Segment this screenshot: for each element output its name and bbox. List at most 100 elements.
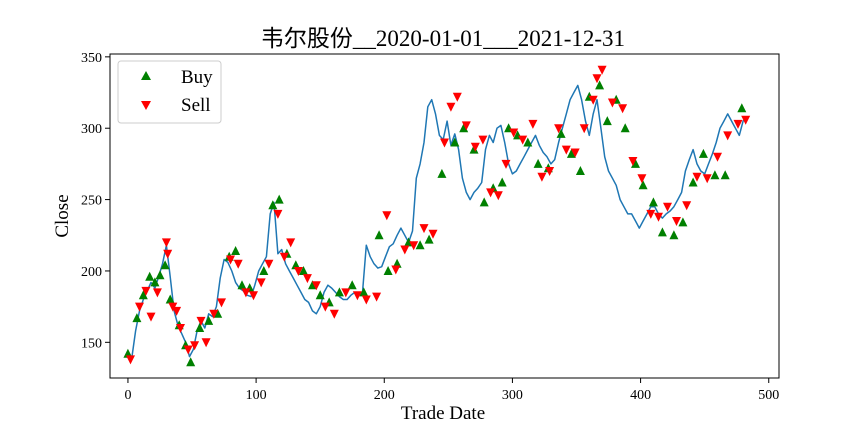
sell-marker [618, 104, 628, 114]
sell-marker [440, 138, 449, 148]
buy-marker [274, 194, 284, 204]
buy-marker [259, 266, 269, 275]
sell-marker [302, 274, 312, 284]
sell-marker [452, 92, 462, 102]
buy-marker [213, 308, 223, 318]
buy-marker [315, 290, 325, 300]
sell-marker [341, 288, 351, 298]
sell-marker [607, 98, 617, 108]
x-tick-label: 200 [374, 388, 395, 403]
sell-marker [741, 115, 751, 125]
sell-marker [241, 288, 251, 298]
x-tick-label: 100 [246, 388, 267, 403]
buy-marker [268, 200, 278, 210]
buy-marker [150, 277, 160, 287]
sell-marker [141, 286, 151, 296]
sell-marker [264, 259, 274, 269]
sell-marker [400, 245, 410, 255]
close-price-line [127, 84, 748, 359]
buy-marker [678, 217, 688, 227]
buy-marker [575, 166, 585, 175]
sell-marker [628, 157, 638, 166]
sell-marker [702, 174, 712, 184]
sell-marker [183, 345, 193, 355]
sell-marker [446, 102, 456, 112]
sell-marker [161, 238, 171, 248]
sell-marker [554, 124, 564, 134]
y-tick-label: 250 [81, 194, 102, 209]
chart-title: 韦尔股份__2020-01-01___2021-12-31 [261, 26, 625, 51]
x-axis-title: Trade Date [401, 403, 485, 424]
buy-marker [688, 177, 698, 187]
sell-marker [470, 142, 480, 152]
sell-marker [692, 172, 702, 182]
sell-marker [528, 119, 538, 129]
sell-marker [592, 74, 602, 84]
sell-marker [172, 306, 182, 316]
sell-marker [352, 291, 362, 301]
buy-marker [669, 230, 679, 240]
sell-marker [256, 278, 266, 288]
sell-marker [273, 209, 283, 219]
buy-marker [155, 270, 165, 280]
sell-marker [537, 172, 547, 182]
sell-marker [419, 224, 429, 234]
buy-marker [145, 271, 155, 281]
sell-marker [286, 238, 296, 248]
buy-marker [698, 148, 708, 158]
sell-marker [723, 131, 733, 141]
y-tick-label: 300 [81, 122, 102, 137]
sell-marker [382, 211, 392, 221]
sell-marker [293, 267, 303, 276]
x-tick-label: 500 [758, 388, 779, 403]
buy-marker [648, 197, 658, 207]
legend-buy-label: Buy [181, 67, 213, 88]
sell-marker [320, 302, 330, 312]
sell-marker [579, 124, 589, 134]
buy-marker [138, 290, 148, 300]
buy-marker [165, 294, 175, 304]
sell-marker [409, 241, 419, 251]
sell-marker [493, 191, 503, 201]
buy-marker [237, 280, 247, 290]
sell-marker [663, 202, 672, 212]
sell-marker [135, 302, 144, 312]
buy-marker [602, 116, 612, 126]
sell-marker [372, 292, 382, 302]
sell-marker [646, 209, 656, 219]
sell-marker [361, 295, 371, 305]
buy-marker [737, 103, 747, 113]
buy-marker [631, 158, 640, 168]
sell-marker [391, 265, 401, 275]
sell-marker [126, 355, 135, 365]
buy-marker [374, 230, 384, 240]
sell-marker [152, 288, 162, 298]
sell-marker [682, 201, 692, 211]
y-tick-label: 200 [81, 265, 102, 280]
sell-marker [597, 65, 607, 75]
sell-marker [713, 152, 722, 162]
buy-marker [533, 158, 543, 168]
buy-marker [556, 128, 566, 138]
sell-marker [176, 324, 185, 333]
legend-sell-label: Sell [181, 95, 211, 116]
buy-marker [299, 266, 308, 275]
sell-marker [209, 309, 219, 319]
plot-frame [109, 53, 780, 379]
sell-marker [518, 135, 528, 145]
sell-marker [311, 281, 321, 291]
buy-marker [383, 266, 393, 275]
legend: Buy Sell [117, 60, 222, 124]
buy-marker [334, 287, 344, 297]
sell-marker [654, 212, 663, 222]
sell-marker [561, 145, 571, 155]
sell-marker [163, 249, 173, 259]
buy-marker [424, 234, 434, 244]
sell-marker [637, 174, 647, 184]
sell-marker [478, 135, 488, 145]
buy-marker [347, 280, 357, 290]
x-tick-label: 300 [502, 388, 523, 403]
buy-marker [479, 197, 489, 207]
